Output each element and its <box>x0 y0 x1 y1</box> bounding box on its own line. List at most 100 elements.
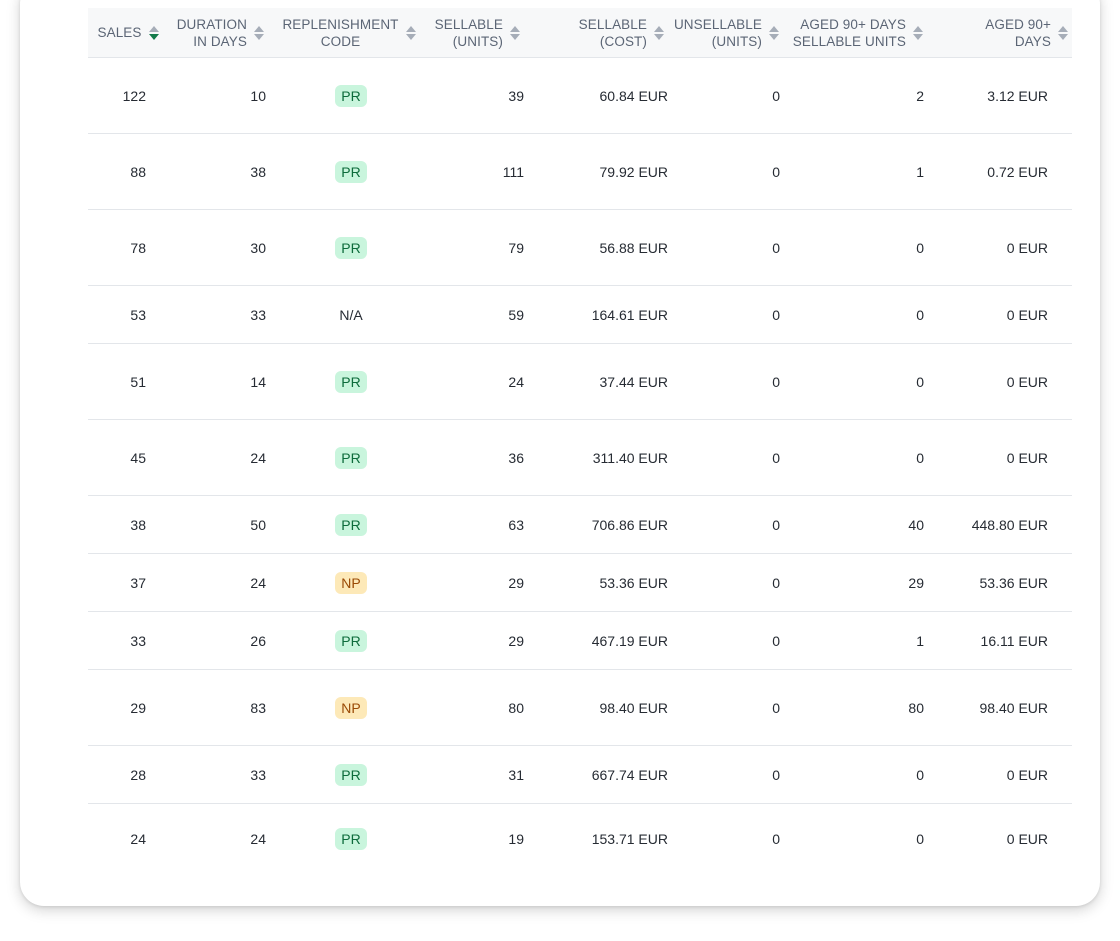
unsellable-units-cell-value: 0 <box>772 632 780 649</box>
duration-cell: 33 <box>168 767 268 783</box>
aged-sellable-units-cell: 0 <box>783 450 927 466</box>
aged-value-cell: 0 EUR <box>927 831 1072 847</box>
sort-icon[interactable] <box>405 25 416 40</box>
aged-value-cell: 0 EUR <box>927 374 1072 390</box>
unsellable-units-cell-value: 0 <box>772 831 780 847</box>
aged-value-cell: 0 EUR <box>927 307 1072 323</box>
sellable-units-cell: 63 <box>434 517 524 533</box>
replenishment-code-badge: PR <box>335 629 367 652</box>
column-header-sales[interactable]: SALES <box>88 8 168 57</box>
duration-cell: 24 <box>168 575 268 591</box>
sales-cell-value: 37 <box>130 574 146 591</box>
replenishment-code-cell: PR <box>268 629 434 652</box>
column-header-sellable-units[interactable]: SELLABLE (UNITS) <box>434 8 524 57</box>
table-row[interactable]: 51 14 PR 24 37.44 EUR 0 0 0 EUR <box>88 344 1072 420</box>
sellable-units-cell-value: 39 <box>508 87 524 104</box>
sales-cell-value: 45 <box>130 449 146 466</box>
duration-cell: 26 <box>168 633 268 649</box>
table-row[interactable]: 28 33 PR 31 667.74 EUR 0 0 0 EUR <box>88 746 1072 804</box>
sales-cell-value: 24 <box>130 831 146 847</box>
sales-cell-value: 51 <box>130 373 146 390</box>
replenishment-code-cell: PR <box>268 446 434 469</box>
sellable-cost-cell-value: 164.61 EUR <box>591 306 668 323</box>
sort-icon[interactable] <box>254 25 264 40</box>
replenishment-code-cell: N/A <box>268 307 434 323</box>
unsellable-units-cell: 0 <box>668 164 783 180</box>
unsellable-units-cell: 0 <box>668 831 783 847</box>
sales-cell-value: 88 <box>130 163 146 180</box>
table-row[interactable]: 78 30 PR 79 56.88 EUR 0 0 0 EUR <box>88 210 1072 286</box>
replenishment-code-badge: PR <box>335 513 367 536</box>
aged-value-cell-value: 0 EUR <box>1006 766 1048 783</box>
table-row[interactable]: 122 10 PR 39 60.84 EUR 0 2 3.12 EUR <box>88 58 1072 134</box>
column-header-label: UNSELLABLE (UNITS) <box>673 16 762 49</box>
duration-cell-value: 50 <box>250 516 266 533</box>
table-row[interactable]: 29 83 NP 80 98.40 EUR 0 80 98.40 EUR <box>88 670 1072 746</box>
table-row[interactable]: 24 24 PR 19 153.71 EUR 0 0 0 EUR <box>88 804 1072 874</box>
sort-icon[interactable] <box>1058 25 1068 40</box>
sellable-cost-cell: 56.88 EUR <box>524 240 668 256</box>
aged-value-cell-value: 0 EUR <box>1006 449 1048 466</box>
column-header-replenishment-code[interactable]: REPLENISHMENT CODE <box>268 8 434 57</box>
sales-cell: 37 <box>88 575 168 591</box>
sellable-units-cell: 31 <box>434 767 524 783</box>
sellable-cost-cell-value: 153.71 EUR <box>591 831 668 847</box>
aged-sellable-units-cell: 1 <box>783 164 927 180</box>
sellable-cost-cell-value: 53.36 EUR <box>599 574 668 591</box>
table-row[interactable]: 37 24 NP 29 53.36 EUR 0 29 53.36 EUR <box>88 554 1072 612</box>
sales-cell: 45 <box>88 450 168 466</box>
sort-icon[interactable] <box>913 25 923 40</box>
sellable-cost-cell-value: 37.44 EUR <box>599 373 668 390</box>
duration-cell: 24 <box>168 450 268 466</box>
aged-sellable-units-cell: 0 <box>783 767 927 783</box>
aged-value-cell-value: 0 EUR <box>1006 306 1048 323</box>
duration-cell-value: 10 <box>250 87 266 104</box>
column-header-aged-value[interactable]: AGED 90+ DAYS <box>927 8 1072 57</box>
aged-value-cell-value: 98.40 EUR <box>979 699 1048 716</box>
sort-icon[interactable] <box>654 25 664 40</box>
replenishment-code-cell: PR <box>268 513 434 536</box>
aged-sellable-units-cell: 0 <box>783 831 927 847</box>
table-card: SALES DURATION IN DAYS REPLENISHMENT COD… <box>20 0 1100 906</box>
sort-desc-icon[interactable] <box>148 25 159 40</box>
table-body: 122 10 PR 39 60.84 EUR 0 2 3.12 EUR 88 38 PR 111 79.… <box>88 58 1072 874</box>
aged-sellable-units-cell: 29 <box>783 575 927 591</box>
sort-icon[interactable] <box>769 25 779 40</box>
sellable-cost-cell-value: 311.40 EUR <box>592 449 668 466</box>
duration-cell: 24 <box>168 831 268 847</box>
aged-value-cell: 448.80 EUR <box>927 517 1072 533</box>
column-header-sellable-cost[interactable]: SELLABLE (COST) <box>524 8 668 57</box>
table-row[interactable]: 88 38 PR 111 79.92 EUR 0 1 0.72 EUR <box>88 134 1072 210</box>
sales-cell: 28 <box>88 767 168 783</box>
sales-cell: 38 <box>88 517 168 533</box>
duration-cell-value: 14 <box>250 373 266 390</box>
aged-value-cell: 53.36 EUR <box>927 575 1072 591</box>
column-header-aged-sellable-units[interactable]: AGED 90+ DAYS SELLABLE UNITS <box>783 8 927 57</box>
duration-cell-value: 24 <box>250 449 266 466</box>
sales-cell-value: 29 <box>130 699 146 716</box>
unsellable-units-cell: 0 <box>668 633 783 649</box>
table-row[interactable]: 33 26 PR 29 467.19 EUR 0 1 16.11 EUR <box>88 612 1072 670</box>
duration-cell-value: 33 <box>250 766 266 783</box>
table-row[interactable]: 45 24 PR 36 311.40 EUR 0 0 0 EUR <box>88 420 1072 496</box>
column-header-duration[interactable]: DURATION IN DAYS <box>168 8 268 57</box>
unsellable-units-cell: 0 <box>668 240 783 256</box>
aged-value-cell-value: 0 EUR <box>1006 239 1048 256</box>
table-header: SALES DURATION IN DAYS REPLENISHMENT COD… <box>88 8 1072 58</box>
replenishment-code-badge: NP <box>335 571 367 594</box>
sellable-cost-cell-value: 98.40 EUR <box>599 699 668 716</box>
sales-cell: 29 <box>88 700 168 716</box>
sellable-units-cell-value: 24 <box>508 373 524 390</box>
table-row[interactable]: 53 33 N/A 59 164.61 EUR 0 0 0 EUR <box>88 286 1072 344</box>
column-header-label: SELLABLE (COST) <box>578 16 647 49</box>
replenishment-code-badge: PR <box>335 763 367 786</box>
column-header-unsellable-units[interactable]: UNSELLABLE (UNITS) <box>668 8 783 57</box>
aged-value-cell-value: 0 EUR <box>1006 831 1048 847</box>
aged-value-cell-value: 448.80 EUR <box>971 516 1048 533</box>
column-header-label: SALES <box>97 25 142 40</box>
aged-sellable-units-cell-value: 2 <box>916 87 924 104</box>
table-row[interactable]: 38 50 PR 63 706.86 EUR 0 40 448.80 EUR <box>88 496 1072 554</box>
sort-icon[interactable] <box>510 25 520 40</box>
sellable-units-cell-value: 63 <box>508 516 524 533</box>
duration-cell: 83 <box>168 700 268 716</box>
